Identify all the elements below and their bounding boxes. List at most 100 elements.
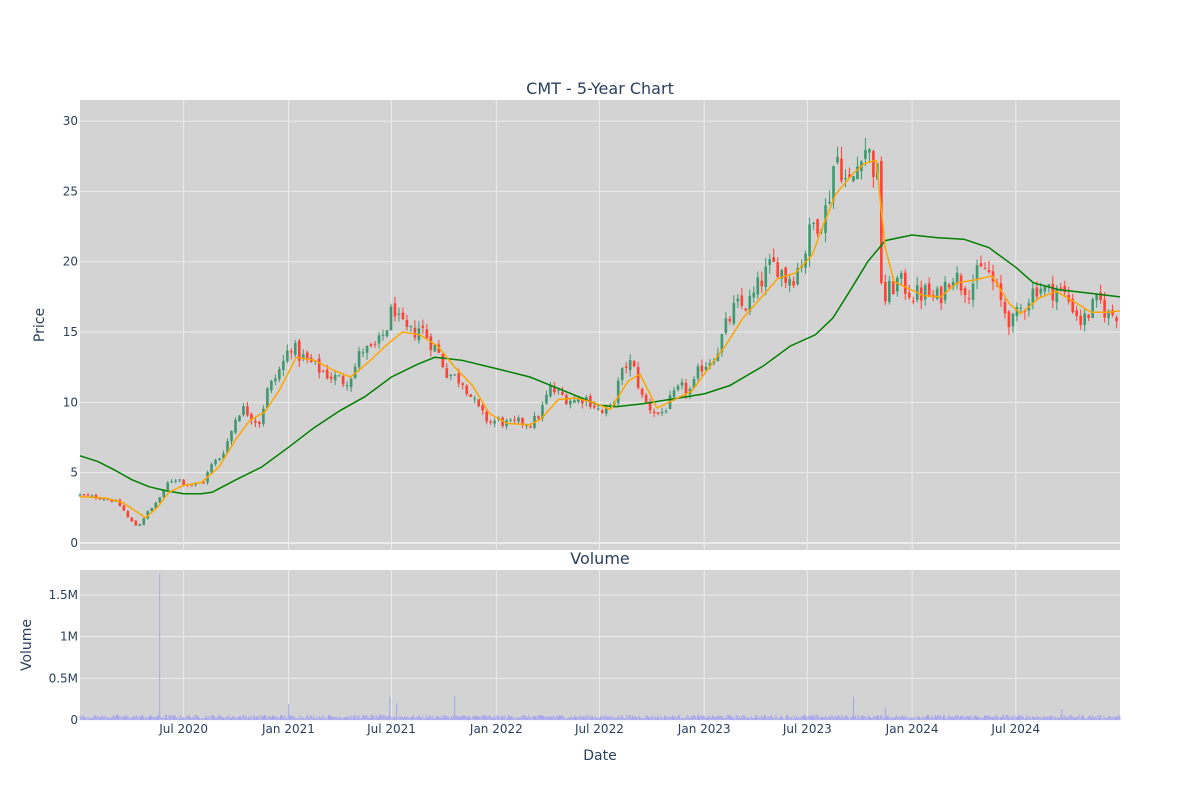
volume-bar bbox=[391, 718, 393, 720]
volume-bar bbox=[611, 715, 613, 720]
volume-bar bbox=[973, 715, 975, 720]
volume-bar bbox=[505, 718, 507, 720]
volume-bar bbox=[794, 718, 796, 720]
volume-bar bbox=[521, 715, 523, 720]
volume-bar bbox=[202, 718, 204, 720]
candle-body bbox=[780, 269, 783, 279]
volume-bar bbox=[941, 717, 943, 720]
candle-body bbox=[640, 388, 644, 395]
volume-bar bbox=[261, 715, 263, 720]
volume-bar bbox=[251, 718, 253, 720]
volume-bar bbox=[581, 716, 583, 720]
candle-body bbox=[222, 453, 225, 459]
volume-bar bbox=[392, 716, 394, 720]
candle-body bbox=[557, 389, 560, 391]
volume-bar bbox=[936, 716, 938, 720]
volume-bar bbox=[870, 717, 871, 720]
candle-body bbox=[644, 395, 648, 403]
candle-body bbox=[1107, 310, 1110, 319]
volume-bar bbox=[692, 716, 694, 720]
x-tick-label: Jan 2022 bbox=[469, 722, 523, 736]
volume-bar bbox=[272, 715, 273, 720]
volume-bar bbox=[943, 714, 944, 720]
volume-bar bbox=[152, 717, 154, 720]
volume-bar bbox=[250, 715, 252, 720]
volume-bar bbox=[540, 715, 542, 720]
candle-body bbox=[341, 376, 345, 385]
candle-body bbox=[158, 497, 162, 503]
volume-bar bbox=[668, 717, 670, 720]
volume-bar bbox=[851, 715, 853, 720]
volume-y-tick-label: 1.5M bbox=[49, 588, 78, 602]
volume-bar bbox=[538, 715, 540, 720]
volume-bar bbox=[92, 718, 93, 720]
volume-bar bbox=[470, 718, 472, 720]
volume-bar bbox=[1054, 716, 1056, 720]
volume-bar bbox=[1044, 716, 1046, 720]
volume-bar bbox=[380, 714, 382, 720]
volume-bar bbox=[874, 716, 876, 720]
volume-bar bbox=[398, 715, 400, 720]
volume-bar bbox=[572, 718, 574, 720]
volume-bar bbox=[1066, 716, 1067, 720]
volume-bar bbox=[469, 715, 470, 720]
candle-body bbox=[600, 410, 604, 413]
price-y-tick-label: 20 bbox=[63, 255, 78, 269]
candle-body bbox=[541, 405, 544, 419]
x-tick-label: Jul 2023 bbox=[782, 722, 832, 736]
volume-bar bbox=[949, 716, 951, 720]
volume-bar bbox=[536, 717, 538, 720]
volume-bar bbox=[179, 714, 181, 720]
volume-bar bbox=[178, 717, 180, 720]
volume-bar bbox=[1075, 717, 1076, 720]
volume-bar bbox=[1027, 717, 1029, 720]
candle-body bbox=[1023, 310, 1027, 312]
volume-bar bbox=[383, 715, 385, 720]
volume-bar bbox=[280, 715, 281, 720]
volume-bar bbox=[840, 717, 842, 720]
volume-bar bbox=[221, 717, 223, 720]
candle-body bbox=[624, 366, 628, 368]
volume-bar bbox=[439, 716, 441, 720]
candle-body bbox=[664, 410, 668, 412]
candle-body bbox=[102, 499, 106, 501]
volume-bar bbox=[593, 718, 595, 720]
volume-bar bbox=[1093, 717, 1095, 720]
volume-bar bbox=[775, 714, 777, 720]
volume-bar bbox=[307, 715, 309, 720]
volume-bar bbox=[249, 717, 251, 720]
volume-bar bbox=[103, 715, 105, 720]
volume-bar bbox=[1050, 715, 1051, 720]
volume-bar bbox=[951, 716, 952, 720]
volume-bar bbox=[651, 715, 653, 720]
volume-bar bbox=[427, 717, 428, 720]
candle-body bbox=[90, 495, 94, 497]
volume-bar bbox=[727, 714, 729, 720]
volume-bar bbox=[177, 718, 179, 720]
volume-bar bbox=[1003, 715, 1005, 720]
volume-bar bbox=[1086, 718, 1088, 720]
candle-body bbox=[577, 398, 580, 402]
volume-bar bbox=[543, 715, 545, 720]
volume-bar bbox=[1118, 715, 1120, 720]
volume-bar bbox=[912, 717, 914, 720]
volume-bar bbox=[619, 717, 621, 720]
price-y-tick-label: 30 bbox=[63, 114, 78, 128]
volume-bar bbox=[663, 715, 665, 720]
volume-bar bbox=[282, 715, 284, 720]
volume-bar bbox=[1101, 718, 1103, 720]
volume-bar bbox=[681, 717, 682, 720]
volume-bar bbox=[239, 716, 240, 720]
candle-body bbox=[768, 259, 772, 265]
volume-bar bbox=[133, 715, 134, 720]
volume-bar bbox=[314, 718, 316, 720]
volume-bar bbox=[940, 716, 942, 720]
candle-body bbox=[868, 149, 871, 153]
volume-bar bbox=[873, 715, 875, 720]
volume-bar bbox=[228, 714, 230, 720]
volume-bar bbox=[413, 714, 415, 720]
volume-bar bbox=[258, 718, 260, 720]
candle-body bbox=[1047, 284, 1051, 287]
volume-bar bbox=[564, 718, 566, 720]
volume-bar bbox=[891, 717, 893, 720]
